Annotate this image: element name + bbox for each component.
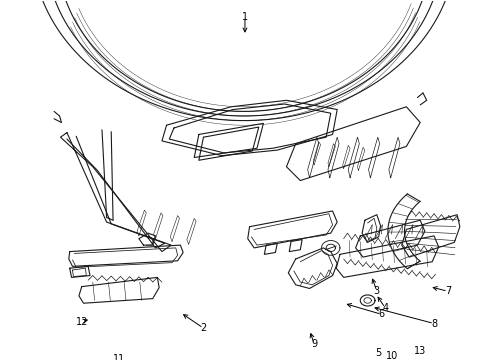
Text: 13: 13 [413,346,426,356]
Text: 2: 2 [200,323,206,333]
Text: 1: 1 [242,12,247,22]
Text: 4: 4 [381,303,387,313]
Text: 12: 12 [75,317,88,327]
Text: 5: 5 [375,348,381,358]
Text: 7: 7 [444,286,450,296]
Text: 9: 9 [310,339,317,349]
Text: 3: 3 [373,286,379,296]
Text: 8: 8 [430,319,436,329]
Text: 11: 11 [112,354,124,360]
Text: 10: 10 [386,351,398,360]
Text: 6: 6 [378,309,384,319]
